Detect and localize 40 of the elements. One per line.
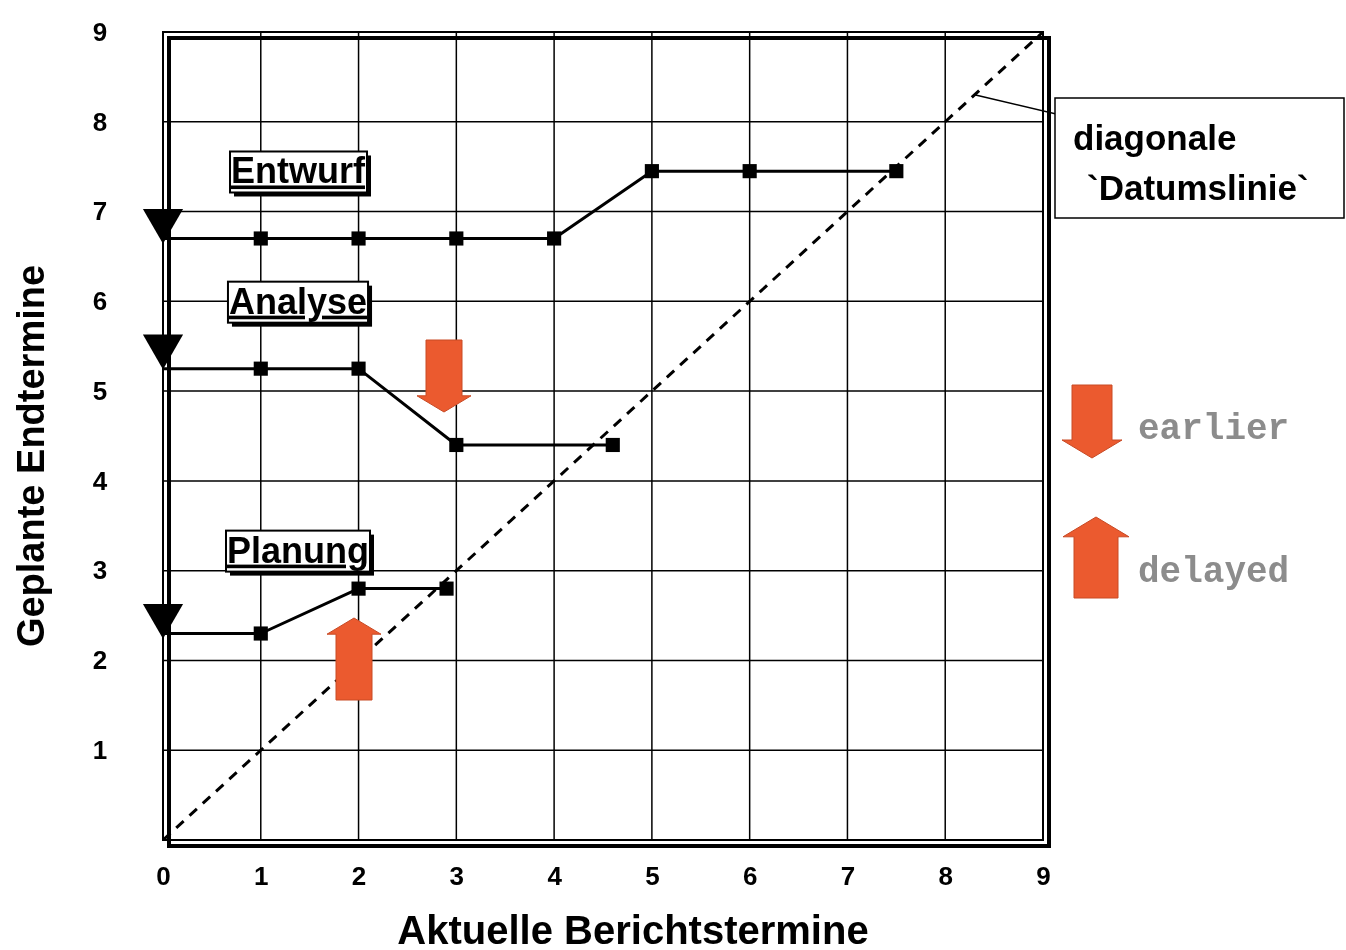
series-label: Planung bbox=[227, 529, 369, 571]
text: earlier bbox=[1138, 409, 1290, 450]
y-tick-label: 8 bbox=[92, 106, 108, 137]
text: delayed bbox=[1138, 552, 1290, 593]
y-tick-label: 6 bbox=[92, 286, 108, 317]
y-tick-label: 1 bbox=[92, 735, 108, 766]
point bbox=[253, 626, 268, 641]
x-tick-label: 2 bbox=[351, 861, 367, 892]
x-tick-label: 6 bbox=[742, 861, 758, 892]
x-tick-label: 9 bbox=[1036, 861, 1051, 892]
x-tick-label: 1 bbox=[254, 861, 269, 892]
x-tick-label: 3 bbox=[449, 861, 465, 892]
point bbox=[547, 231, 562, 246]
point bbox=[253, 231, 268, 246]
x-tick-label: 4 bbox=[547, 861, 563, 892]
point bbox=[449, 437, 464, 453]
series-label: Analyse bbox=[228, 280, 368, 322]
point bbox=[605, 437, 620, 453]
point bbox=[439, 581, 454, 596]
point bbox=[644, 164, 659, 179]
y-tick-label: 2 bbox=[92, 645, 108, 676]
series-label: Entwurf bbox=[231, 150, 366, 192]
y-tick-label: 3 bbox=[92, 555, 108, 586]
x-tick-label: 0 bbox=[156, 861, 171, 892]
y-tick-label: 4 bbox=[92, 465, 108, 496]
point bbox=[742, 164, 757, 179]
point bbox=[449, 231, 464, 246]
annotation: diagonale `Datumslinie` bbox=[1073, 118, 1309, 207]
y-tick-label: 7 bbox=[92, 196, 108, 227]
x-axis-title: Aktuelle Berichtstermine bbox=[397, 908, 869, 950]
x-tick-label: 5 bbox=[645, 861, 660, 892]
x-tick-label: 8 bbox=[938, 861, 953, 892]
point bbox=[351, 581, 366, 596]
point bbox=[253, 361, 268, 376]
x-tick-label: 7 bbox=[840, 861, 856, 892]
point bbox=[351, 361, 366, 376]
y-tick-label: 5 bbox=[92, 375, 108, 406]
y-axis-title: Geplante Endtermine bbox=[10, 264, 52, 648]
point bbox=[351, 231, 366, 246]
y-tick-label: 9 bbox=[92, 16, 108, 47]
